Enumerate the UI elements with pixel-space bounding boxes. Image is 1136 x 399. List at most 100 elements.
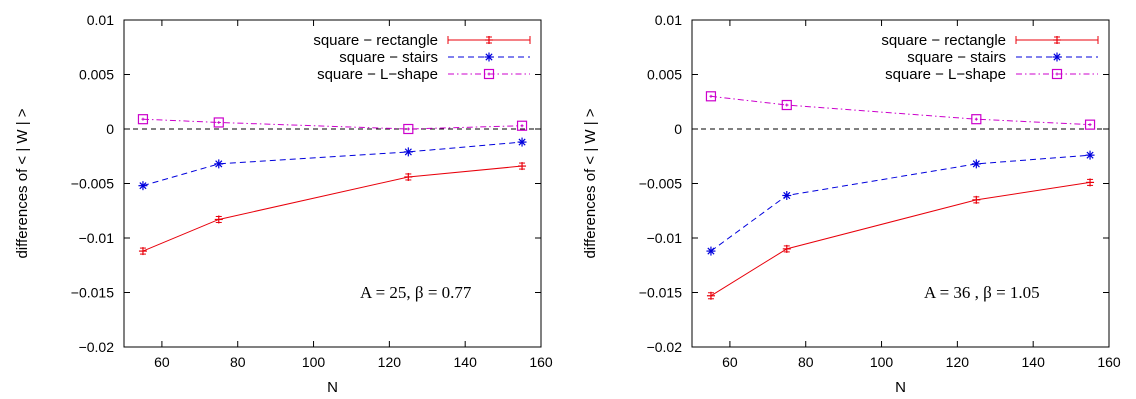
data-point (517, 137, 527, 147)
x-tick-label: 140 (1022, 354, 1046, 370)
y-tick-label: 0 (106, 121, 114, 137)
marker-stroke (215, 160, 223, 168)
y-tick-label: 0 (674, 121, 682, 137)
y-tick-label: −0.02 (79, 339, 115, 355)
x-tick-label: 120 (378, 354, 402, 370)
series-line (142, 165, 523, 252)
data-point (214, 215, 223, 224)
data-point (971, 159, 981, 169)
data-point (403, 123, 414, 135)
marker-stroke (707, 247, 715, 255)
marker-stroke (971, 114, 982, 125)
x-tick-label: 120 (946, 354, 970, 370)
data-point (518, 162, 527, 171)
x-tick-label: 80 (798, 354, 814, 370)
legend-label: square − stairs (907, 49, 1006, 66)
y-axis-label: differences of < | W | > (582, 108, 599, 258)
legend-label: square − rectangle (881, 32, 1006, 49)
x-tick-label: 60 (722, 354, 738, 370)
y-tick-label: −0.015 (71, 285, 114, 301)
data-point (1086, 178, 1095, 187)
marker-stroke (213, 117, 224, 128)
legend-label: square − stairs (339, 49, 438, 66)
marker-stroke (1051, 68, 1063, 80)
marker-stroke (781, 99, 792, 111)
data-point (213, 117, 224, 128)
marker-stroke (1053, 53, 1061, 61)
marker-stroke (516, 120, 528, 131)
y-tick-label: −0.015 (639, 285, 682, 301)
series-2 (137, 114, 528, 135)
marker-stroke (485, 53, 493, 61)
marker-stroke (972, 160, 980, 168)
data-point (404, 172, 413, 181)
data-point (1084, 119, 1096, 130)
marker-stroke (139, 182, 147, 190)
y-axis-label: differences of < | W | > (14, 108, 31, 258)
y-tick-label: 0.005 (79, 67, 114, 83)
data-point (1085, 150, 1095, 160)
x-tick-label: 160 (529, 354, 553, 370)
data-point (781, 99, 792, 111)
data-point (782, 244, 791, 253)
x-tick-label: 140 (454, 354, 478, 370)
chart-left: −0.02 −0.015 −0.01 −0.005 0 0.005 0.01 60 80 100 1… (14, 12, 553, 396)
chart-right: −0.02 −0.015 −0.01 −0.005 0 0.005 0.01 60 80 100 1… (582, 12, 1121, 396)
marker-stroke (705, 91, 717, 102)
legend-marker (1053, 36, 1061, 44)
parameter-annotation: A = 36 , β = 1.05 (924, 283, 1040, 302)
x-tick-label: 100 (302, 354, 326, 370)
series-line (142, 141, 523, 187)
series-0 (706, 178, 1095, 300)
x-tick-label: 100 (870, 354, 894, 370)
x-axis-label: N (895, 379, 906, 396)
data-point (516, 120, 528, 131)
data-point (782, 190, 792, 200)
legend-marker (1052, 52, 1062, 62)
series-line (710, 154, 1091, 252)
marker-stroke (783, 191, 791, 200)
data-point (138, 181, 148, 191)
legend-label: square − rectangle (313, 32, 438, 49)
legend-label: square − L−shape (885, 66, 1006, 83)
data-point (706, 246, 716, 256)
series-1 (706, 150, 1095, 256)
series-line (710, 95, 1091, 126)
series-2 (705, 91, 1096, 130)
series-1 (138, 137, 527, 191)
parameter-annotation: A = 25, β = 0.77 (360, 283, 472, 302)
data-point (972, 195, 981, 204)
x-tick-label: 80 (230, 354, 246, 370)
x-tick-label: 160 (1097, 354, 1121, 370)
y-tick-label: −0.02 (647, 339, 683, 355)
marker-stroke (518, 138, 526, 146)
y-tick-label: −0.01 (647, 230, 683, 246)
series-line (142, 118, 523, 130)
legend-marker (483, 68, 495, 80)
data-point (403, 147, 413, 157)
marker-stroke (137, 114, 149, 125)
legend-label: square − L−shape (317, 66, 438, 83)
y-tick-label: 0.01 (87, 12, 114, 28)
y-tick-label: −0.01 (79, 230, 115, 246)
marker-stroke (403, 123, 414, 135)
legend-marker (1051, 68, 1063, 80)
data-point (137, 114, 149, 125)
series-line (710, 181, 1091, 297)
y-tick-label: −0.005 (71, 176, 114, 192)
x-axis-label: N (327, 379, 338, 396)
data-point (138, 247, 147, 256)
data-point (214, 159, 224, 169)
x-tick-label: 60 (154, 354, 170, 370)
data-point (706, 291, 715, 300)
marker-stroke (1086, 151, 1094, 159)
data-point (971, 114, 982, 125)
y-tick-label: 0.005 (647, 67, 682, 83)
marker-stroke (483, 68, 495, 80)
legend-marker (485, 36, 493, 44)
marker-stroke (1084, 119, 1096, 130)
series-0 (138, 162, 527, 256)
data-point (705, 91, 717, 102)
y-tick-label: −0.005 (639, 176, 682, 192)
legend-marker (484, 52, 494, 62)
